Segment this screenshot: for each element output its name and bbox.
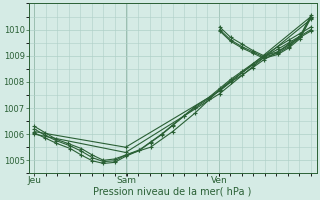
X-axis label: Pression niveau de la mer( hPa ): Pression niveau de la mer( hPa ): [93, 187, 252, 197]
